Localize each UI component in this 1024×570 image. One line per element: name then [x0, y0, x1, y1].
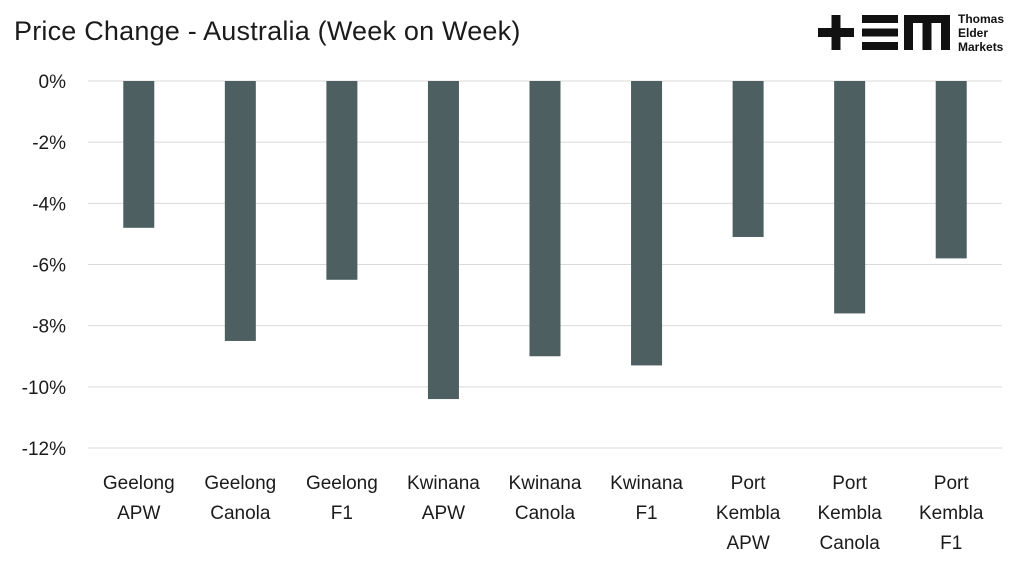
x-category-label-line: Geelong — [103, 473, 175, 494]
x-category-label-line: F1 — [635, 503, 657, 524]
bar — [834, 81, 866, 314]
bar — [732, 81, 764, 237]
x-category-label: Port Kembla Canola — [817, 473, 882, 554]
logo-line-3: Markets — [958, 40, 1004, 54]
company-logo: Thomas Elder Markets — [818, 12, 1018, 60]
x-category-label-line: Kembla — [716, 503, 781, 524]
x-category-label: Geelong F1 — [306, 473, 378, 524]
x-category-label-line: Kembla — [919, 503, 984, 524]
y-tick-label: -2% — [32, 133, 66, 154]
bar — [427, 81, 459, 400]
bar — [224, 81, 256, 341]
x-category-label-line: Kwinana — [509, 473, 582, 494]
y-tick-label: -10% — [22, 378, 66, 399]
x-category-label-line: F1 — [331, 503, 353, 524]
x-category-label-line: Port — [731, 473, 767, 494]
x-category-label-line: Canola — [820, 533, 881, 554]
x-category-label: Port Kembla F1 — [919, 473, 984, 554]
x-category-label-line: APW — [726, 533, 769, 554]
bar — [631, 81, 663, 366]
x-category-label-line: Geelong — [306, 473, 378, 494]
y-tick-label: -4% — [32, 194, 66, 215]
x-category-label-line: Kwinana — [610, 473, 683, 494]
x-category-label: Geelong Canola — [204, 473, 276, 524]
logo-line-2: Elder — [958, 26, 989, 40]
bar — [935, 81, 967, 259]
y-tick-label: -8% — [32, 317, 66, 338]
y-tick-label: -12% — [22, 439, 66, 460]
x-category-label: Port Kembla APW — [716, 473, 781, 554]
x-category-label-line: F1 — [940, 533, 962, 554]
x-category-label-line: Port — [832, 473, 868, 494]
x-category-label-line: APW — [422, 503, 465, 524]
y-tick-label: 0% — [39, 72, 67, 93]
logo-line-1: Thomas — [958, 12, 1005, 26]
tem-logo-mark-icon — [818, 15, 950, 50]
logo-wordmark: Thomas Elder Markets — [958, 12, 1004, 54]
x-category-label-line: Geelong — [204, 473, 276, 494]
x-category-label-line: Kembla — [817, 503, 882, 524]
bar — [529, 81, 561, 357]
bar — [123, 81, 155, 228]
x-category-label-line: Canola — [210, 503, 271, 524]
bar — [326, 81, 358, 280]
y-tick-label: -6% — [32, 256, 66, 277]
x-category-label-line: Kwinana — [407, 473, 480, 494]
x-category-label-line: APW — [117, 503, 160, 524]
x-category-label-line: Canola — [515, 503, 576, 524]
x-category-label: Kwinana APW — [407, 473, 480, 524]
x-category-label: Geelong APW — [103, 473, 175, 524]
x-category-label-line: Port — [934, 473, 970, 494]
chart-title: Price Change - Australia (Week on Week) — [14, 16, 521, 46]
x-category-label: Kwinana F1 — [610, 473, 683, 524]
x-category-label: Kwinana Canola — [509, 473, 582, 524]
